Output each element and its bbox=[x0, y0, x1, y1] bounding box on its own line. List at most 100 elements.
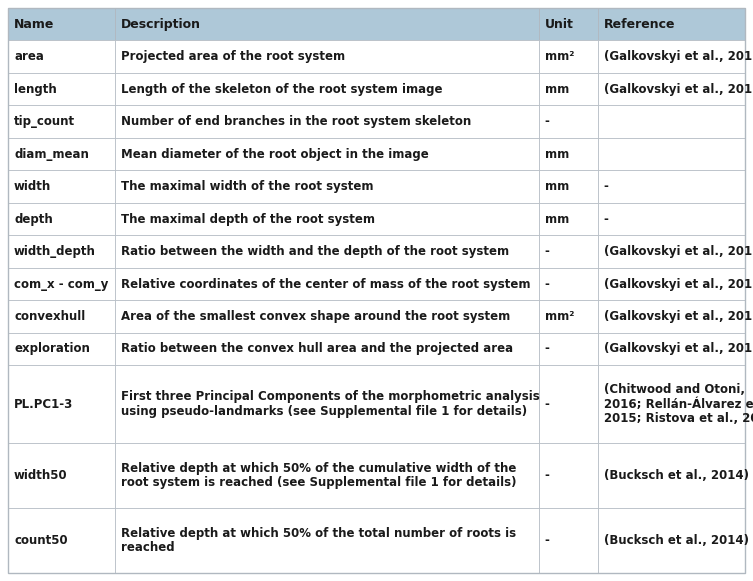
Text: Ratio between the convex hull area and the projected area: Ratio between the convex hull area and t… bbox=[121, 342, 513, 356]
Bar bbox=[115, 105, 538, 138]
Text: 2016; Rellán-Álvarez et al.,: 2016; Rellán-Álvarez et al., bbox=[604, 397, 753, 411]
Bar bbox=[598, 170, 745, 203]
Text: mm: mm bbox=[544, 213, 569, 225]
Bar bbox=[538, 268, 598, 300]
Text: Relative coordinates of the center of mass of the root system: Relative coordinates of the center of ma… bbox=[121, 278, 530, 290]
Bar bbox=[8, 203, 115, 235]
Bar bbox=[598, 138, 745, 170]
Bar bbox=[115, 365, 538, 443]
Text: (Bucksch et al., 2014): (Bucksch et al., 2014) bbox=[604, 469, 748, 482]
Bar bbox=[115, 170, 538, 203]
Bar bbox=[538, 203, 598, 235]
Bar bbox=[598, 333, 745, 365]
Text: depth: depth bbox=[14, 213, 53, 225]
Bar bbox=[8, 443, 115, 508]
Bar bbox=[115, 41, 538, 73]
Bar bbox=[8, 170, 115, 203]
Text: Ratio between the width and the depth of the root system: Ratio between the width and the depth of… bbox=[121, 245, 509, 258]
Text: width_depth: width_depth bbox=[14, 245, 96, 258]
Text: -: - bbox=[544, 469, 550, 482]
Text: width: width bbox=[14, 180, 51, 193]
Text: root system is reached (see Supplemental file 1 for details): root system is reached (see Supplemental… bbox=[121, 476, 517, 489]
Bar bbox=[8, 235, 115, 268]
Bar bbox=[598, 41, 745, 73]
Text: Reference: Reference bbox=[604, 18, 675, 31]
Bar bbox=[538, 105, 598, 138]
Text: (Chitwood and Otoni,: (Chitwood and Otoni, bbox=[604, 383, 745, 396]
Bar bbox=[538, 508, 598, 573]
Bar bbox=[538, 333, 598, 365]
Text: -: - bbox=[544, 278, 550, 290]
Bar bbox=[598, 8, 745, 41]
Bar bbox=[538, 73, 598, 105]
Text: mm²: mm² bbox=[544, 50, 574, 63]
Text: tip_count: tip_count bbox=[14, 115, 75, 128]
Text: convexhull: convexhull bbox=[14, 310, 85, 323]
Bar bbox=[115, 8, 538, 41]
Bar bbox=[598, 73, 745, 105]
Bar bbox=[538, 235, 598, 268]
Bar bbox=[8, 73, 115, 105]
Text: -: - bbox=[604, 213, 608, 225]
Bar bbox=[8, 365, 115, 443]
Bar bbox=[598, 203, 745, 235]
Text: using pseudo-landmarks (see Supplemental file 1 for details): using pseudo-landmarks (see Supplemental… bbox=[121, 405, 527, 418]
Bar bbox=[598, 105, 745, 138]
Text: Number of end branches in the root system skeleton: Number of end branches in the root syste… bbox=[121, 115, 471, 128]
Text: Area of the smallest convex shape around the root system: Area of the smallest convex shape around… bbox=[121, 310, 510, 323]
Bar bbox=[8, 268, 115, 300]
Bar bbox=[115, 443, 538, 508]
Bar bbox=[115, 73, 538, 105]
Text: (Galkovskyi et al., 2012): (Galkovskyi et al., 2012) bbox=[604, 83, 753, 96]
Text: reached: reached bbox=[121, 541, 175, 554]
Bar bbox=[8, 508, 115, 573]
Bar bbox=[598, 365, 745, 443]
Text: Length of the skeleton of the root system image: Length of the skeleton of the root syste… bbox=[121, 83, 442, 96]
Bar bbox=[8, 8, 115, 41]
Text: The maximal depth of the root system: The maximal depth of the root system bbox=[121, 213, 375, 225]
Bar bbox=[538, 170, 598, 203]
Text: Projected area of the root system: Projected area of the root system bbox=[121, 50, 345, 63]
Text: (Galkovskyi et al., 2012): (Galkovskyi et al., 2012) bbox=[604, 245, 753, 258]
Text: Unit: Unit bbox=[544, 18, 574, 31]
Bar bbox=[538, 365, 598, 443]
Bar bbox=[115, 138, 538, 170]
Bar bbox=[538, 300, 598, 333]
Bar bbox=[538, 443, 598, 508]
Bar bbox=[8, 41, 115, 73]
Text: area: area bbox=[14, 50, 44, 63]
Text: (Galkovskyi et al., 2012): (Galkovskyi et al., 2012) bbox=[604, 342, 753, 356]
Text: mm²: mm² bbox=[544, 310, 574, 323]
Text: Relative depth at which 50% of the cumulative width of the: Relative depth at which 50% of the cumul… bbox=[121, 462, 517, 475]
Text: -: - bbox=[604, 180, 608, 193]
Bar bbox=[115, 508, 538, 573]
Text: -: - bbox=[544, 397, 550, 411]
Bar bbox=[115, 333, 538, 365]
Text: (Galkovskyi et al., 2012): (Galkovskyi et al., 2012) bbox=[604, 278, 753, 290]
Text: mm: mm bbox=[544, 83, 569, 96]
Text: -: - bbox=[544, 534, 550, 547]
Text: (Galkovskyi et al., 2012): (Galkovskyi et al., 2012) bbox=[604, 50, 753, 63]
Text: exploration: exploration bbox=[14, 342, 90, 356]
Text: The maximal width of the root system: The maximal width of the root system bbox=[121, 180, 373, 193]
Bar bbox=[598, 268, 745, 300]
Text: Name: Name bbox=[14, 18, 54, 31]
Bar bbox=[538, 41, 598, 73]
Text: mm: mm bbox=[544, 180, 569, 193]
Bar bbox=[8, 105, 115, 138]
Text: (Galkovskyi et al., 2012): (Galkovskyi et al., 2012) bbox=[604, 310, 753, 323]
Bar bbox=[115, 235, 538, 268]
Bar bbox=[8, 138, 115, 170]
Text: (Bucksch et al., 2014): (Bucksch et al., 2014) bbox=[604, 534, 748, 547]
Text: Description: Description bbox=[121, 18, 201, 31]
Bar bbox=[598, 508, 745, 573]
Text: -: - bbox=[544, 115, 550, 128]
Bar bbox=[598, 443, 745, 508]
Bar bbox=[115, 268, 538, 300]
Text: diam_mean: diam_mean bbox=[14, 148, 89, 160]
Text: count50: count50 bbox=[14, 534, 68, 547]
Text: -: - bbox=[544, 245, 550, 258]
Text: First three Principal Components of the morphometric analysis: First three Principal Components of the … bbox=[121, 390, 540, 403]
Text: Relative depth at which 50% of the total number of roots is: Relative depth at which 50% of the total… bbox=[121, 526, 516, 540]
Text: 2015; Ristova et al., 2013): 2015; Ristova et al., 2013) bbox=[604, 413, 753, 425]
